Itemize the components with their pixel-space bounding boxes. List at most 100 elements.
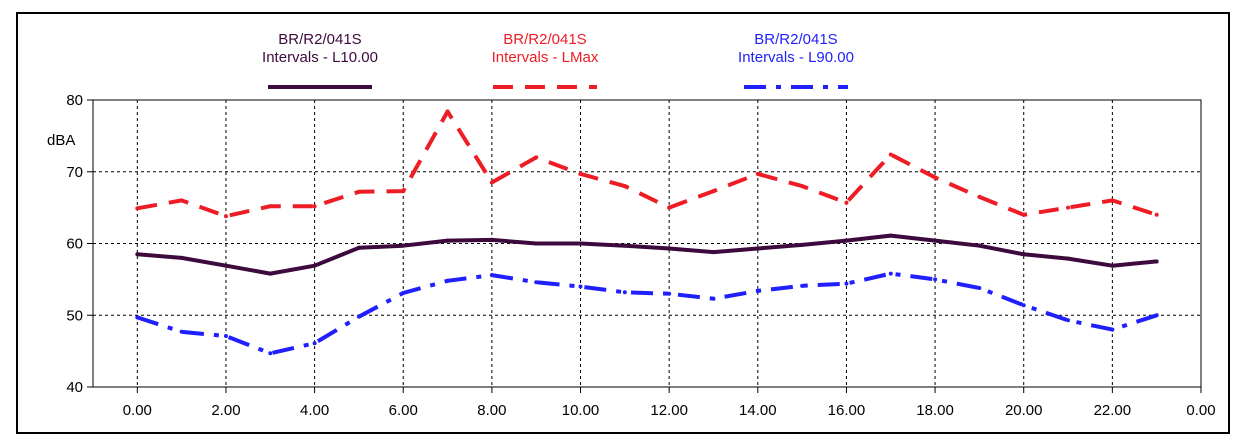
legend-label-line1: BR/R2/041S <box>503 31 586 48</box>
data-point <box>1066 256 1071 261</box>
legend-label-line1: BR/R2/041S <box>278 31 361 48</box>
series-1 <box>135 233 1159 276</box>
y-axis-label: dBA <box>47 132 75 149</box>
data-point <box>356 314 361 319</box>
data-point <box>711 250 716 255</box>
x-tick-label: 0.00 <box>1186 402 1215 419</box>
data-point <box>622 184 627 189</box>
y-tick-label: 40 <box>66 379 83 396</box>
data-point <box>268 204 273 209</box>
data-point <box>1021 212 1026 217</box>
x-tick-label: 4.00 <box>300 402 329 419</box>
data-point <box>977 243 982 248</box>
data-point <box>844 281 849 286</box>
series-line <box>136 271 1158 356</box>
data-point <box>578 171 583 176</box>
data-point <box>445 238 450 243</box>
data-point <box>888 233 893 238</box>
x-axis: 0.00 2.00 4.00 6.00 8.00 10.00 12.00 14.00 16.00… <box>123 387 1216 419</box>
x-tick-label: 22.00 <box>1094 402 1132 419</box>
grid <box>93 100 1202 387</box>
series-line <box>136 109 1158 219</box>
data-point <box>489 237 494 242</box>
data-point <box>489 180 494 185</box>
data-point <box>223 263 228 268</box>
data-point <box>268 351 273 356</box>
data-point <box>933 277 938 282</box>
x-tick-label: 14.00 <box>739 402 777 419</box>
data-point <box>977 285 982 290</box>
data-point <box>1154 212 1159 217</box>
data-point <box>622 290 627 295</box>
data-point <box>356 245 361 250</box>
data-point <box>1110 198 1115 203</box>
data-point <box>1154 259 1159 264</box>
data-point <box>401 291 406 296</box>
data-point <box>844 238 849 243</box>
data-point <box>1021 303 1026 308</box>
data-point <box>489 273 494 278</box>
data-point <box>179 255 184 260</box>
legend-label-line2: Intervals - L10.00 <box>262 49 378 66</box>
data-point <box>312 263 317 268</box>
data-point <box>356 189 361 194</box>
data-point <box>667 205 672 210</box>
data-point <box>711 189 716 194</box>
data-point <box>1110 263 1115 268</box>
series-2 <box>135 109 1159 219</box>
data-point <box>179 198 184 203</box>
data-point <box>933 238 938 243</box>
data-point <box>622 243 627 248</box>
data-point <box>667 246 672 251</box>
legend-label-line1: BR/R2/041S <box>754 31 837 48</box>
data-point <box>135 315 140 320</box>
data-point <box>268 271 273 276</box>
data-point <box>1110 327 1115 332</box>
series-line <box>137 233 1157 276</box>
outer-frame <box>16 12 1230 434</box>
data-point <box>223 214 228 219</box>
x-tick-label: 0.00 <box>123 402 152 419</box>
x-tick-label: 10.00 <box>562 402 600 419</box>
data-point <box>179 329 184 334</box>
data-point <box>888 152 893 157</box>
x-tick-label: 12.00 <box>650 402 688 419</box>
data-point <box>711 296 716 301</box>
y-tick-label: 50 <box>66 307 83 324</box>
data-point <box>534 280 539 285</box>
data-point <box>578 241 583 246</box>
series-layer <box>135 109 1159 356</box>
x-tick-label: 6.00 <box>389 402 418 419</box>
series-3 <box>135 271 1159 356</box>
y-tick-label: 80 <box>66 92 83 109</box>
x-tick-label: 18.00 <box>916 402 954 419</box>
data-point <box>888 271 893 276</box>
legend-label-line2: Intervals - L90.00 <box>738 49 854 66</box>
data-point <box>800 283 805 288</box>
data-point <box>401 243 406 248</box>
data-point <box>135 206 140 211</box>
data-point <box>755 288 760 293</box>
data-point <box>534 241 539 246</box>
data-point <box>401 189 406 194</box>
x-tick-label: 16.00 <box>828 402 866 419</box>
y-axis: 40 50 60 70 80 <box>66 92 93 396</box>
legend-label-line2: Intervals - LMax <box>492 49 599 66</box>
y-tick-label: 60 <box>66 236 83 253</box>
data-point <box>312 341 317 346</box>
data-point <box>1066 205 1071 210</box>
data-point <box>1066 318 1071 323</box>
data-point <box>933 175 938 180</box>
data-point <box>312 204 317 209</box>
data-point <box>800 242 805 247</box>
y-tick-label: 70 <box>66 164 83 181</box>
data-point <box>135 252 140 257</box>
data-point <box>1021 252 1026 257</box>
data-point <box>445 278 450 283</box>
data-point <box>1154 313 1159 318</box>
